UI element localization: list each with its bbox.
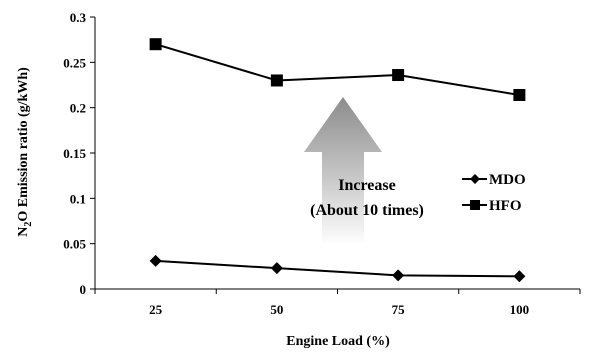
- increase-arrow: [304, 97, 382, 245]
- legend-mdo-diamond-marker: [470, 174, 480, 184]
- y-tick-label: 0: [80, 282, 87, 297]
- legend-label-mdo: MDO: [489, 172, 526, 188]
- y-tick-label: 0.1: [70, 191, 86, 206]
- y-axis-title: N2O Emission ratio (g/kWh): [16, 67, 34, 237]
- legend-label-hfo: HFO: [489, 198, 522, 214]
- annotation-line-1: Increase: [338, 177, 395, 194]
- data-point-hfo: [149, 38, 162, 51]
- y-axis-ticks: 0 0.05 0.1 0.15 0.2 0.25 0.3: [63, 10, 95, 297]
- data-point-hfo: [513, 88, 526, 101]
- series-layer: [149, 38, 526, 283]
- y-tick-label: 0.3: [70, 10, 87, 25]
- y-tick-label: 0.25: [63, 55, 86, 70]
- data-point-mdo: [392, 269, 405, 282]
- x-axis-title: Engine Load (%): [286, 334, 390, 349]
- x-tick-label: 25: [149, 302, 163, 317]
- data-point-mdo: [149, 254, 162, 267]
- annotation-line-2: (About 10 times): [310, 202, 424, 219]
- x-tick-label: 50: [270, 302, 283, 317]
- x-tick-label: 100: [510, 302, 530, 317]
- x-axis-ticks: 25 50 75 100: [94, 289, 581, 317]
- legend-hfo-square-marker: [470, 200, 480, 210]
- series-line-hfo: [155, 43, 520, 96]
- data-point-hfo: [392, 69, 405, 82]
- legend-item-hfo: HFO: [462, 198, 522, 214]
- series-line-mdo: [155, 259, 520, 278]
- y-tick-label: 0.15: [63, 146, 86, 161]
- data-point-hfo: [270, 74, 283, 87]
- data-point-mdo: [270, 262, 283, 275]
- legend: MDO HFO: [462, 172, 526, 214]
- annotation-text: Increase (About 10 times): [310, 177, 424, 219]
- data-point-mdo: [513, 270, 526, 283]
- legend-item-mdo: MDO: [462, 172, 526, 188]
- y-tick-label: 0.2: [70, 101, 86, 116]
- y-tick-label: 0.05: [63, 237, 86, 252]
- y-axis-title-subscript: 2: [23, 222, 34, 227]
- x-tick-label: 75: [392, 302, 406, 317]
